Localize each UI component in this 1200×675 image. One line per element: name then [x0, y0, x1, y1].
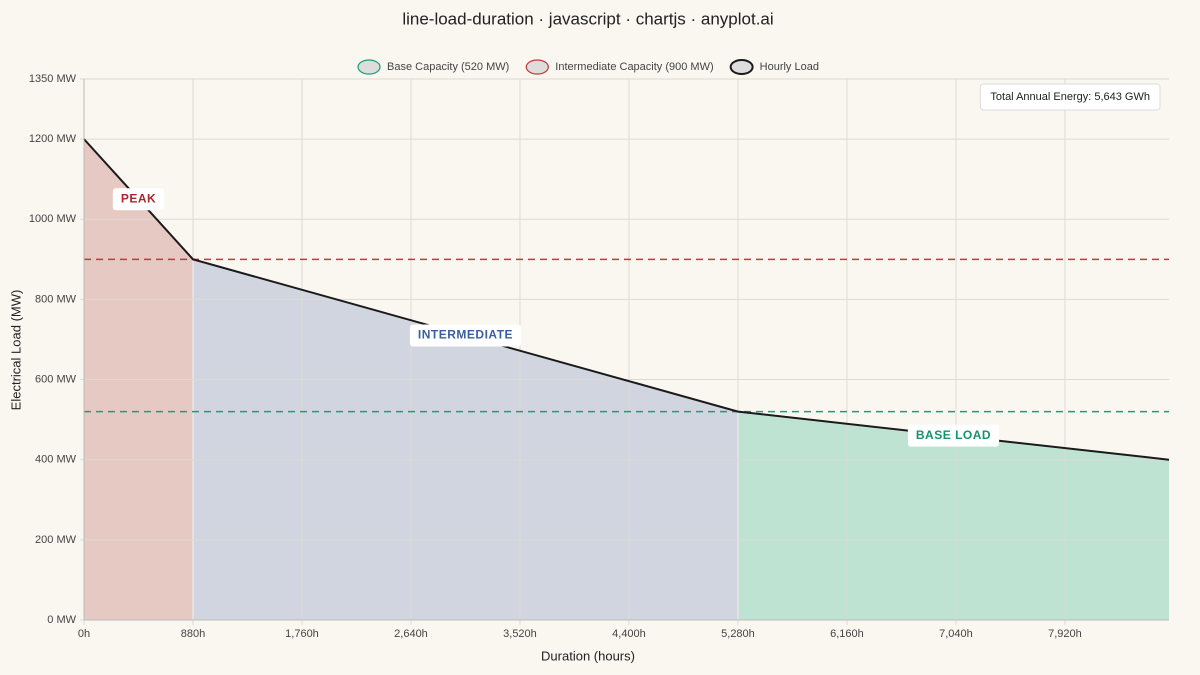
x-tick-label: 7,040h: [939, 628, 973, 640]
region-area: [192, 259, 738, 620]
y-tick-label: 0 MW: [47, 614, 76, 626]
y-tick-label: 800 MW: [35, 293, 77, 305]
region-label: INTERMEDIATE: [418, 328, 513, 342]
region-label: PEAK: [121, 191, 156, 205]
chart-title: line-load-duration · javascript · chartj…: [402, 9, 773, 28]
legend-swatch: [729, 59, 754, 75]
y-tick-label: 200 MW: [35, 534, 77, 546]
legend-label: Base Capacity (520 MW): [387, 61, 509, 73]
x-tick-label: 4,400h: [612, 628, 646, 640]
region-label-bg: [112, 188, 165, 211]
x-tick-label: 3,520h: [503, 628, 537, 640]
region-label-bg: [907, 424, 1000, 447]
legend-swatch: [357, 59, 381, 75]
legend-swatch: [525, 59, 549, 75]
legend: Base Capacity (520 MW) Intermediate Capac…: [357, 59, 819, 75]
annotation: Total Annual Energy: 5,643 GWh: [990, 91, 1150, 103]
annotation-box: [979, 83, 1161, 111]
x-tick-label: 2,640h: [394, 628, 428, 640]
y-tick-label: 400 MW: [35, 454, 77, 466]
x-tick-label: 1,760h: [285, 628, 319, 640]
y-tick-label: 1350 MW: [29, 73, 77, 85]
x-tick-label: 880h: [181, 628, 205, 640]
legend-label: Hourly Load: [760, 61, 819, 73]
y-tick-label: 1200 MW: [29, 133, 77, 145]
y-tick-label: 1000 MW: [29, 213, 77, 225]
y-tick-label: 600 MW: [35, 373, 77, 385]
legend-label: Intermediate Capacity (900 MW): [555, 61, 713, 73]
x-axis-title: Duration (hours): [541, 648, 635, 663]
x-tick-label: 0h: [78, 628, 90, 640]
region-label: BASE LOAD: [916, 428, 991, 442]
region-area: [737, 411, 1169, 620]
region-label-bg: [409, 324, 522, 347]
x-tick-label: 5,280h: [721, 628, 755, 640]
x-tick-label: 6,160h: [830, 628, 864, 640]
x-tick-label: 7,920h: [1048, 628, 1082, 640]
y-axis-title: Electrical Load (MW): [8, 290, 23, 411]
